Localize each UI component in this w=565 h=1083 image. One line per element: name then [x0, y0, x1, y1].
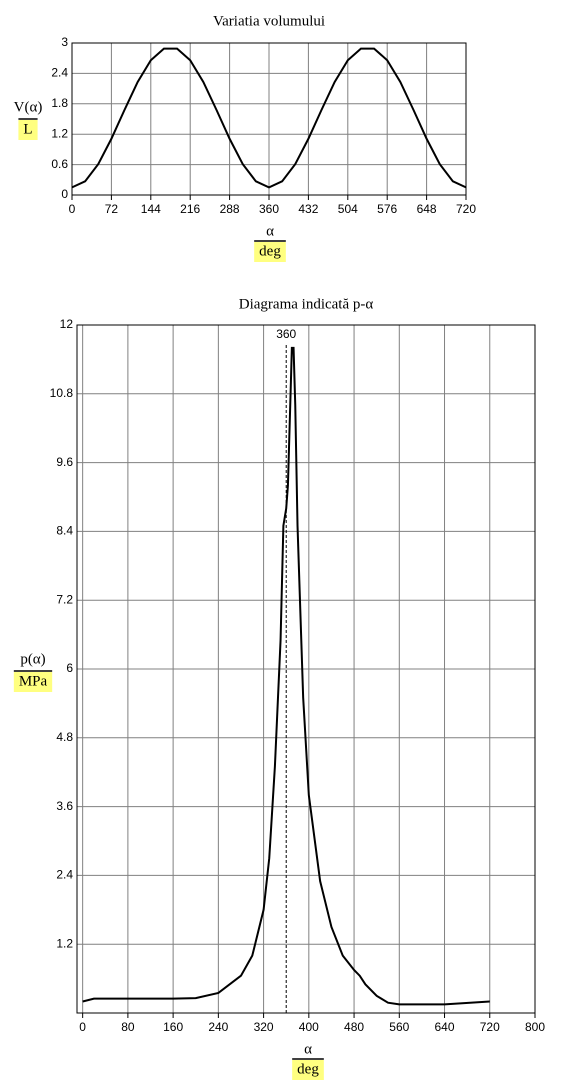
x-tick-label: 400	[299, 1020, 319, 1034]
x-tick-label: 320	[254, 1020, 274, 1034]
x-tick-label: 216	[180, 202, 200, 216]
y-tick-label: 0.6	[51, 157, 68, 171]
y-tick-label: 3.6	[56, 799, 73, 813]
x-tick-label: 288	[220, 202, 240, 216]
x-tick-label: 80	[121, 1020, 135, 1034]
plot-frame	[76, 324, 536, 1014]
y-tick-label: 1.2	[56, 936, 73, 950]
x-tick-label: 640	[435, 1020, 455, 1034]
x-tick-label: 240	[208, 1020, 228, 1034]
x-axis-unit-highlight	[254, 242, 286, 262]
data-line	[71, 47, 467, 189]
x-axis-unit: deg	[297, 1061, 319, 1077]
chart-title: Diagrama indicată p-α	[239, 296, 374, 312]
x-axis-label: α	[304, 1041, 312, 1057]
x-tick-label: 144	[141, 202, 161, 216]
data-line	[82, 346, 490, 1006]
x-tick-label: 800	[525, 1020, 545, 1034]
y-tick-label: 2.4	[56, 868, 73, 882]
y-tick-label: 7.2	[56, 592, 73, 606]
x-tick-label: 72	[105, 202, 119, 216]
x-tick-label: 720	[480, 1020, 500, 1034]
x-tick-label: 432	[298, 202, 318, 216]
y-axis-unit-highlight	[13, 672, 53, 692]
x-tick-label: 576	[377, 202, 397, 216]
x-axis-unit-highlight	[292, 1060, 324, 1080]
y-tick-label: 9.6	[56, 455, 73, 469]
y-tick-label: 1.8	[51, 96, 68, 110]
x-tick-label: 160	[163, 1020, 183, 1034]
x-axis-label: α	[266, 223, 274, 239]
x-tick-label: 648	[417, 202, 437, 216]
x-tick-label: 0	[69, 202, 76, 216]
y-tick-label: 6	[66, 661, 73, 675]
x-tick-label: 480	[344, 1020, 364, 1034]
y-tick-label: 3	[61, 35, 68, 49]
y-tick-label: 12	[60, 317, 74, 331]
x-marker-label: 360	[276, 327, 296, 341]
plot-frame	[71, 42, 467, 196]
y-tick-label: 0	[61, 187, 68, 201]
chart-title: Variatia volumului	[213, 13, 325, 29]
y-axis-label: p(α)	[20, 651, 45, 667]
x-tick-label: 360	[259, 202, 279, 216]
y-tick-label: 2.4	[51, 66, 68, 80]
x-tick-label: 0	[79, 1020, 86, 1034]
x-axis-unit: deg	[259, 243, 281, 259]
y-tick-label: 1.2	[51, 126, 68, 140]
y-axis-label: V(α)	[14, 99, 43, 115]
y-axis-unit: L	[23, 121, 32, 137]
y-tick-label: 8.4	[56, 524, 73, 538]
y-axis-unit-highlight	[18, 120, 38, 140]
x-tick-label: 720	[456, 202, 476, 216]
y-tick-label: 4.8	[56, 730, 73, 744]
y-axis-unit: MPa	[19, 673, 48, 689]
y-tick-label: 10.8	[50, 386, 74, 400]
x-tick-label: 504	[338, 202, 358, 216]
x-tick-label: 560	[389, 1020, 409, 1034]
